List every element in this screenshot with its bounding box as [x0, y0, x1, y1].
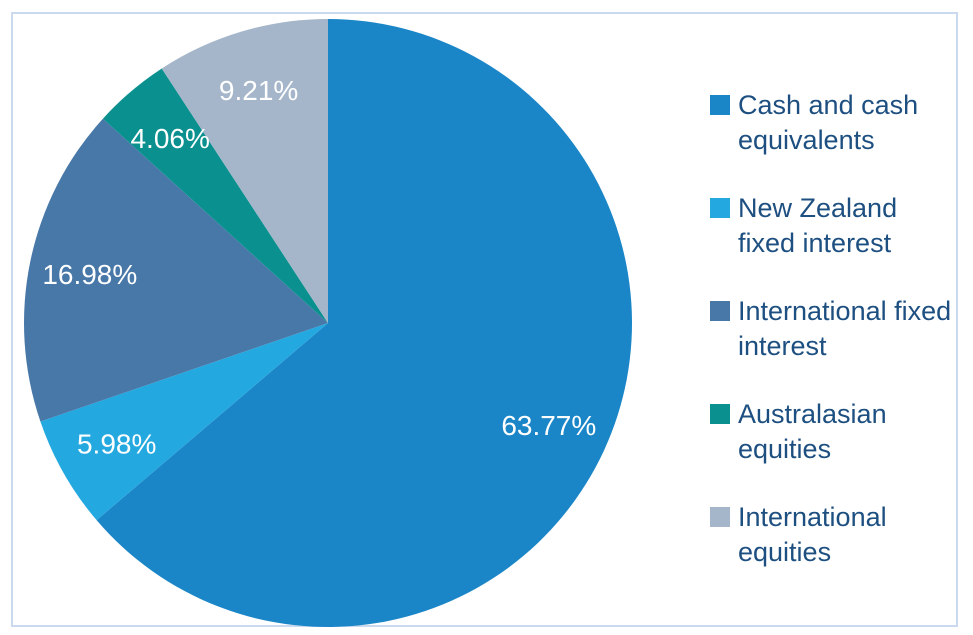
legend-label: Cash and cash equivalents [738, 90, 919, 155]
slice-data-label: 16.98% [42, 259, 137, 290]
legend-item: Australasian equities [710, 397, 956, 467]
legend-label: Australasian equities [738, 399, 887, 464]
legend-label: New Zealand fixed interest [738, 193, 898, 258]
legend-marker-icon [710, 95, 730, 115]
legend-marker-icon [710, 198, 730, 218]
chart-legend: Cash and cash equivalents New Zealand fix… [710, 88, 956, 570]
slice-data-label: 63.77% [501, 410, 596, 441]
slice-data-label: 4.06% [130, 123, 209, 154]
slice-data-label: 5.98% [77, 428, 156, 459]
legend-item: International equities [710, 500, 956, 570]
legend-item: Cash and cash equivalents [710, 88, 956, 158]
pie-slice-australasian-equities [102, 68, 329, 323]
pie-slice-cash-and-cash-equivalents [96, 19, 633, 628]
legend-label: International fixed interest [738, 296, 952, 361]
legend-item: New Zealand fixed interest [710, 191, 956, 261]
legend-marker-icon [710, 404, 730, 424]
legend-label: International equities [738, 502, 887, 567]
slice-data-label: 9.21% [219, 75, 298, 106]
legend-marker-icon [710, 301, 730, 321]
legend-marker-icon [710, 507, 730, 527]
pie-slice-international-fixed-interest [24, 118, 329, 422]
legend-item: International fixed interest [710, 294, 956, 364]
pie-slice-new-zealand-fixed-interest [40, 323, 328, 521]
pie-slice-international-equities [161, 19, 328, 323]
